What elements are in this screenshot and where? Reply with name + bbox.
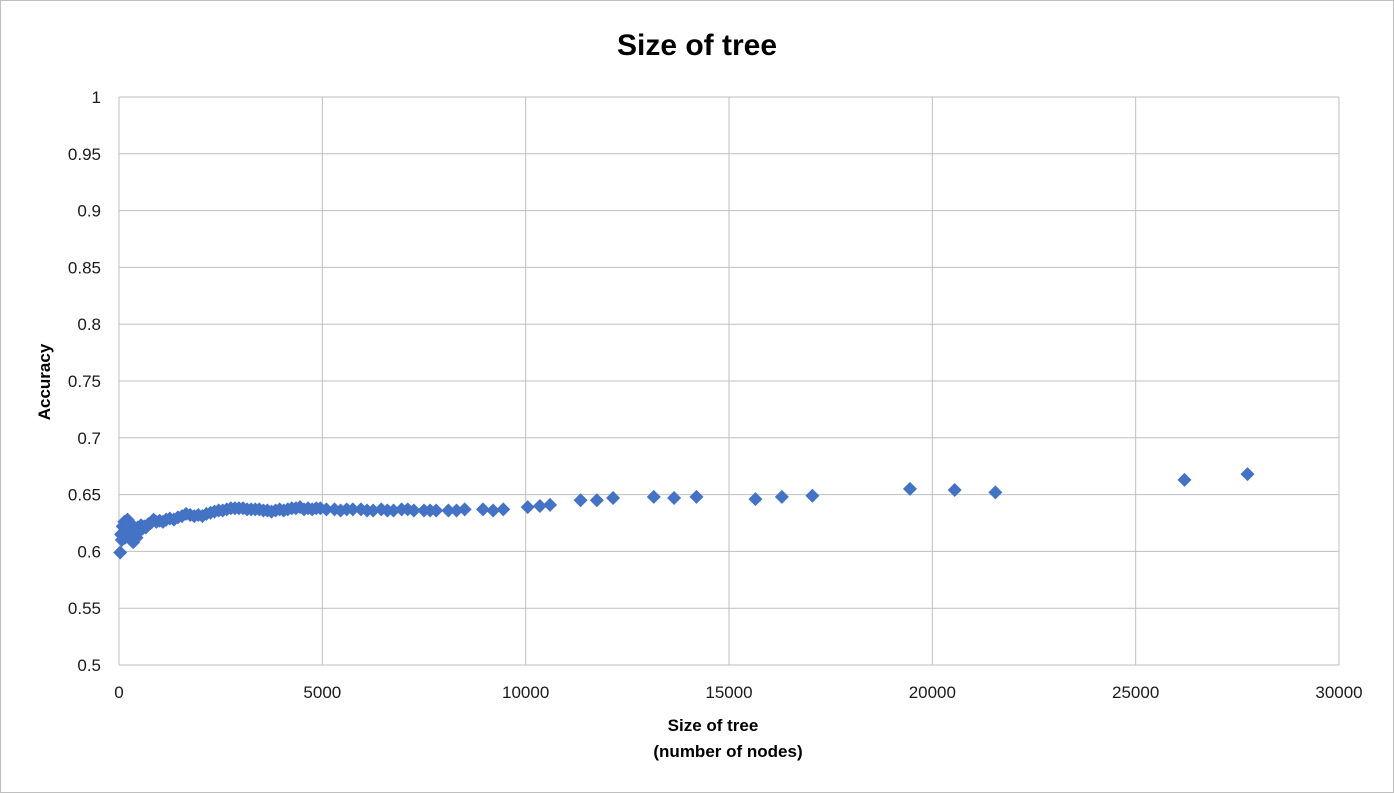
data-point-marker [113, 545, 128, 560]
data-point-marker [345, 502, 360, 517]
data-point-marker [805, 488, 820, 503]
data-point-marker [496, 502, 511, 517]
data-point-marker [589, 493, 604, 508]
y-axis-title: Accuracy [35, 343, 54, 420]
gridlines [118, 96, 1340, 666]
x-axis-subtitle: (number of nodes) [653, 742, 802, 761]
x-tick-label: 20000 [909, 683, 956, 702]
y-tick-label: 0.8 [77, 315, 101, 334]
x-tick-label: 30000 [1315, 683, 1362, 702]
data-point-marker [774, 489, 789, 504]
data-point-marker [520, 500, 535, 515]
y-axis-ticks: 0.5 0.55 0.6 0.65 0.7 0.75 0.8 0.85 0.9 0.95 1 [68, 88, 101, 675]
y-tick-label: 0.5 [77, 656, 101, 675]
chart-title: Size of tree [617, 29, 777, 62]
y-tick-label: 1 [92, 88, 101, 107]
x-tick-label: 10000 [502, 683, 549, 702]
data-point-marker [441, 503, 456, 518]
data-point-marker [429, 503, 444, 518]
y-tick-label: 0.9 [77, 202, 101, 221]
data-points [113, 467, 1255, 560]
y-tick-label: 0.95 [68, 145, 101, 164]
data-point-marker [486, 503, 501, 518]
x-tick-label: 0 [114, 683, 123, 702]
data-point-marker [532, 498, 547, 513]
data-point-marker [689, 489, 704, 504]
data-point-marker [667, 491, 682, 506]
x-axis-title: Size of tree [668, 716, 759, 735]
y-tick-label: 0.65 [68, 486, 101, 505]
data-point-marker [1177, 472, 1192, 487]
data-point-marker [748, 492, 763, 507]
x-tick-label: 15000 [705, 683, 752, 702]
x-axis-ticks: 0 5000 10000 15000 20000 25000 30000 [114, 683, 1362, 702]
data-point-marker [902, 481, 917, 496]
data-point-marker [606, 491, 621, 506]
data-point-marker [1240, 467, 1255, 482]
y-tick-label: 0.6 [77, 542, 101, 561]
data-point-marker [319, 502, 334, 517]
data-point-marker [406, 503, 421, 518]
data-point-marker [543, 497, 558, 512]
x-tick-label: 5000 [303, 683, 341, 702]
data-point-marker [573, 493, 588, 508]
data-point-marker [646, 489, 661, 504]
y-tick-label: 0.75 [68, 372, 101, 391]
y-tick-label: 0.7 [77, 429, 101, 448]
data-point-marker [457, 502, 472, 517]
data-point-marker [988, 485, 1003, 500]
x-tick-label: 25000 [1112, 683, 1159, 702]
data-point-marker [475, 502, 490, 517]
y-tick-label: 0.85 [68, 258, 101, 277]
data-point-marker [947, 483, 962, 498]
y-tick-label: 0.55 [68, 599, 101, 618]
